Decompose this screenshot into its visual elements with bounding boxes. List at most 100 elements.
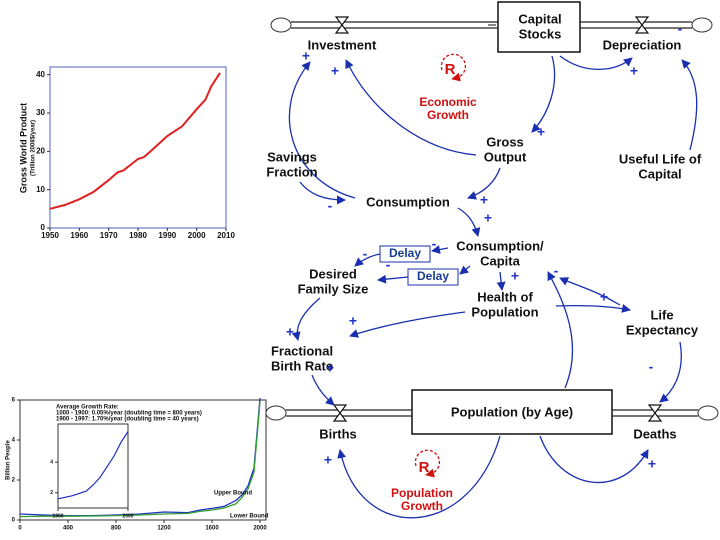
x-tick-label: 1960: [70, 231, 88, 240]
data-line: [19, 401, 261, 518]
x-tick-label: 1970: [100, 231, 118, 240]
y-tick-label: 30: [36, 108, 45, 117]
polarity-sign: -: [386, 257, 391, 273]
gwp-chart: 1950 1960 1970 1980 1990 2000 2010 0 10 20 30 40 Gro…: [18, 66, 235, 240]
y-tick-label: 4: [12, 438, 16, 444]
node-label: Investment: [308, 37, 377, 52]
flow-valve: [332, 16, 663, 422]
causal-links: [288, 55, 698, 519]
note: Average Growth Rate:: [56, 405, 119, 411]
y-axis-label: Gross World Product: [18, 103, 28, 193]
polarity-sign: +: [326, 360, 334, 376]
node-label: Depreciation: [603, 37, 682, 52]
delay-label: Delay: [389, 246, 421, 260]
y-tick-label: 2: [12, 478, 16, 484]
y-tick-label: 0: [12, 518, 16, 524]
loop-arc: [440, 53, 467, 82]
y-axis-unit: (Trillion 2008$/year): [31, 120, 37, 176]
polarity-sign: -: [649, 359, 654, 375]
node-label: Health of: [477, 289, 533, 304]
note: 1900 - 1997: 1.70%/year (doubling time =…: [56, 417, 199, 423]
polarity-sign: -: [432, 236, 437, 252]
polarity-sign: -: [328, 198, 333, 214]
node-label: Consumption: [366, 194, 450, 209]
node-label: Fraction: [266, 164, 317, 179]
node-label: Family Size: [298, 281, 369, 296]
node-label: Gross: [486, 134, 524, 149]
population-chart: 0 400 800 1200 1600 2000 0 2 4 6 Upper Bound Lower …: [6, 398, 269, 532]
polarity-sign: +: [331, 63, 339, 79]
y-axis-label: Billion People: [6, 440, 12, 480]
x-tick-label: 1900: [52, 513, 63, 519]
loop-label: Growth: [401, 499, 443, 513]
polarity-sign: +: [537, 124, 545, 140]
node-label: Capita: [480, 253, 521, 268]
x-tick-label: 2010: [217, 231, 235, 240]
data-line: [49, 72, 221, 210]
plot-frame: [49, 66, 227, 229]
polarity-sign: +: [511, 268, 519, 284]
node-label: Desired: [309, 266, 357, 281]
plot-frame: [57, 423, 129, 509]
y-tick-label: 0: [41, 223, 46, 232]
polarity-sign: +: [600, 289, 608, 305]
node-label: Population (by Age): [451, 404, 573, 419]
stock-box: [411, 389, 613, 435]
node-label: Deaths: [633, 426, 676, 441]
node-label: Fractional: [271, 343, 333, 358]
node-label: Expectancy: [626, 322, 699, 337]
loop-label: Growth: [427, 108, 469, 122]
note: 1000 - 1900: 0.05%/year (doubling time =…: [56, 411, 202, 417]
node-label: Population: [471, 304, 538, 319]
loop-symbol: R: [445, 61, 456, 78]
polarity-sign: -: [554, 263, 559, 279]
x-tick-label: 2000: [253, 526, 267, 532]
polarity-sign: +: [484, 210, 492, 226]
y-tick-label: 10: [36, 185, 45, 194]
polarity-sign: +: [480, 192, 488, 208]
polarity-sign: -: [363, 246, 368, 262]
inset-line: [57, 431, 129, 500]
loop-label: Population: [391, 486, 453, 500]
y-tick-label: 6: [12, 398, 16, 404]
polarity-sign: +: [324, 452, 332, 468]
x-tick-label: 1950: [41, 231, 59, 240]
series-label: Lower Bound: [230, 514, 269, 520]
node-label: Useful Life of: [619, 151, 702, 166]
stock-box: [497, 1, 581, 53]
node-label: Consumption/: [456, 238, 544, 253]
x-tick-label: 2000: [122, 513, 133, 519]
node-label: Birth Rate: [271, 358, 333, 373]
delay-label: Delay: [417, 269, 449, 283]
polarity-sign: +: [630, 63, 638, 79]
polarity-sign: +: [302, 48, 310, 64]
x-tick-label: 2000: [188, 231, 206, 240]
node-label: Savings: [267, 149, 317, 164]
node-label: Capital: [518, 11, 561, 26]
x-tick-label: 0: [18, 526, 22, 532]
polarity-sign: +: [648, 456, 656, 472]
y-tick-label: 40: [36, 70, 45, 79]
polarity-sign: +: [349, 313, 357, 329]
node-label: Life: [650, 307, 673, 322]
series-label: Upper Bound: [214, 491, 252, 497]
flow-pipe: [286, 21, 698, 417]
x-tick-label: 1600: [205, 526, 219, 532]
node-label: Stocks: [519, 26, 562, 41]
cloud: [265, 17, 719, 421]
loop-arc: [414, 449, 441, 478]
node-label: Births: [319, 426, 357, 441]
x-tick-label: 1200: [157, 526, 171, 532]
polarity-sign: +: [286, 324, 294, 340]
y-tick-label: 20: [36, 146, 45, 155]
y-tick-label: 2: [50, 490, 53, 496]
loop-label: Economic: [419, 95, 477, 109]
node-label: Output: [484, 149, 527, 164]
x-tick-label: 400: [63, 526, 74, 532]
x-tick-label: 800: [111, 526, 122, 532]
x-tick-label: 1980: [129, 231, 147, 240]
loop-symbol: R: [419, 459, 430, 476]
y-tick-label: 4: [50, 460, 53, 466]
node-label: Capital: [638, 166, 681, 181]
